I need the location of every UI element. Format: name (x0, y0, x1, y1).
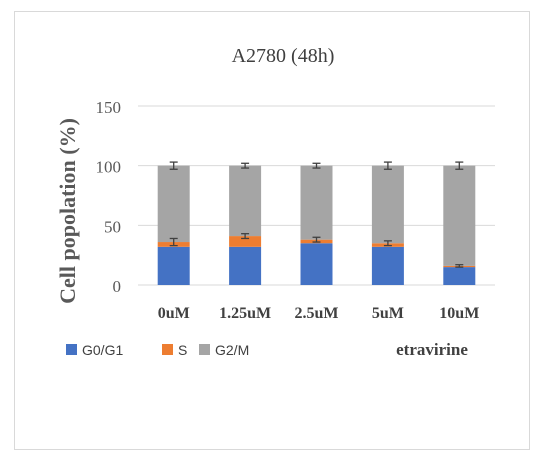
bar-segment (229, 165, 262, 237)
y-tick-label: 100 (96, 158, 122, 177)
legend-label: G2/M (215, 342, 249, 358)
x-tick-label: 2.5uM (295, 305, 339, 322)
bar-segment (371, 246, 404, 285)
x-tick-label: 5uM (372, 305, 404, 322)
bar-segment (157, 246, 190, 285)
x-tick-label: 1.25uM (219, 305, 271, 322)
x-axis-label: etravirine (396, 340, 468, 359)
x-tick-label: 10uM (439, 305, 479, 322)
bar-segment (300, 243, 333, 285)
bar-segment (229, 236, 262, 247)
error-bars (169, 161, 464, 268)
legend-swatch (66, 344, 77, 355)
bar-segment (229, 246, 262, 285)
legend-label: S (178, 342, 187, 358)
bar-segment (371, 165, 404, 244)
x-tick-label: 0uM (158, 305, 190, 322)
bar-segment (300, 165, 333, 240)
bars (157, 165, 476, 285)
y-tick-label: 150 (96, 98, 122, 117)
x-tick-labels: 0uM 1.25uM 2.5uM 5uM 10uM (158, 305, 480, 322)
legend-label: G0/G1 (82, 342, 123, 358)
y-tick-label: 50 (104, 217, 121, 236)
y-tick-label: 0 (113, 277, 122, 296)
bar-segment (443, 267, 476, 285)
y-axis-label: Cell popolation (%) (55, 118, 80, 304)
legend-swatch (162, 344, 173, 355)
legend: G0/G1 S G2/M (66, 342, 249, 358)
y-tick-labels: 0 50 100 150 (96, 98, 122, 296)
bar-segment (443, 165, 476, 266)
legend-swatch (199, 344, 210, 355)
chart-title: A2780 (48h) (232, 45, 335, 67)
bar-segment (157, 165, 190, 243)
